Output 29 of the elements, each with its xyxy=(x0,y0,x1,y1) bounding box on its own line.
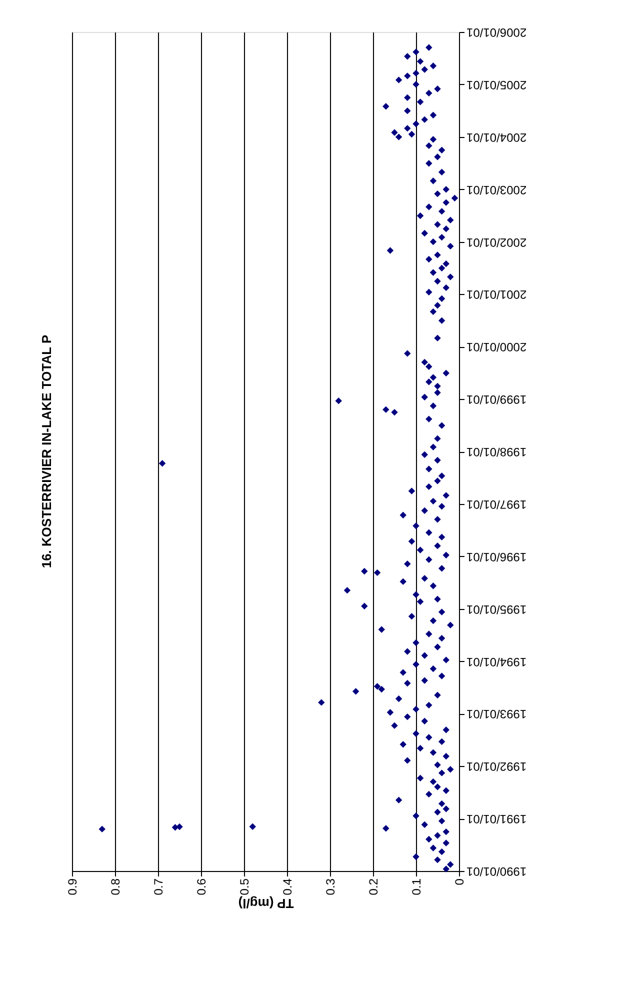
x-tick-label: 0.1 xyxy=(410,878,424,896)
x-tick-label: 0.2 xyxy=(366,878,380,896)
y-tick-label: 1994/01/01 xyxy=(466,654,527,669)
y-tick-label: 1996/01/01 xyxy=(466,550,527,564)
y-tick-label: 1998/01/01 xyxy=(466,445,527,459)
y-tick-label: 1995/01/01 xyxy=(466,602,527,616)
x-axis-title: TP (mg/l) xyxy=(238,896,294,912)
y-tick-label: 2004/01/01 xyxy=(466,130,527,144)
x-tick-label: 0.4 xyxy=(280,878,294,896)
y-tick-label: 1993/01/01 xyxy=(466,707,527,722)
y-tick-label: 1999/01/01 xyxy=(466,392,527,407)
x-tick-label: 0.8 xyxy=(108,878,122,896)
x-tick-label: 0.9 xyxy=(66,878,80,896)
y-tick-label: 2000/01/01 xyxy=(466,340,527,354)
y-tick-label: 2002/01/01 xyxy=(466,235,527,250)
y-tick-label: 2001/01/01 xyxy=(466,288,527,302)
x-tick-label: 0.5 xyxy=(238,878,252,896)
y-tick-label: 2003/01/01 xyxy=(466,182,527,197)
y-tick-label: 1990/01/01 xyxy=(466,864,527,878)
text: 16. KOSTERRIVIER IN-LAKE TOTAL P xyxy=(39,334,54,568)
x-tick-label: 0.6 xyxy=(194,878,208,896)
y-tick-label: 2006/01/01 xyxy=(466,26,527,40)
x-tick-label: 0.7 xyxy=(152,878,166,896)
y-tick-label: 1991/01/01 xyxy=(466,812,527,826)
y-tick-label: 1997/01/01 xyxy=(466,497,527,512)
y-tick-label: 2005/01/01 xyxy=(466,78,527,92)
y-tick-label: 1992/01/01 xyxy=(466,760,527,774)
x-tick-label: 0.3 xyxy=(324,878,338,896)
x-tick-label: 0 xyxy=(452,878,466,886)
